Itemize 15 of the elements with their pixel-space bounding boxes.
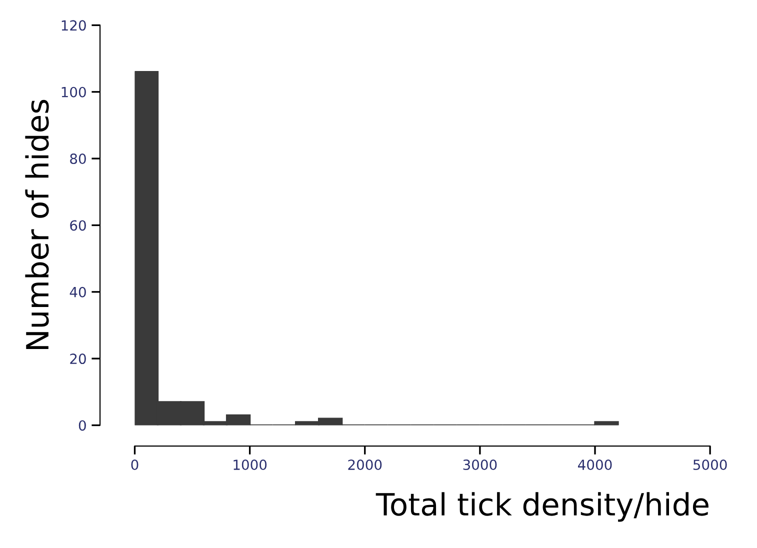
- y-tick-label: 40: [70, 286, 86, 298]
- y-tick-label: 60: [70, 220, 86, 231]
- x-tick-label: 1000: [234, 460, 267, 470]
- x-tick-label: 0: [131, 460, 138, 470]
- x-axis-title: Total tick density/hide: [376, 492, 708, 522]
- y-tick-label: 20: [70, 354, 86, 364]
- x-tick-label: 3000: [463, 460, 497, 470]
- x-tick-label: 4000: [578, 460, 612, 470]
- y-tick-label: 80: [70, 154, 86, 164]
- y-tick-label: 0: [78, 420, 86, 431]
- y-axis-title: Number of hides: [25, 100, 49, 350]
- y-tick-label: 100: [62, 86, 86, 98]
- x-tick-label: 2000: [348, 460, 382, 470]
- x-tick-label: 5000: [693, 460, 727, 470]
- y-tick-label: 120: [62, 20, 86, 31]
